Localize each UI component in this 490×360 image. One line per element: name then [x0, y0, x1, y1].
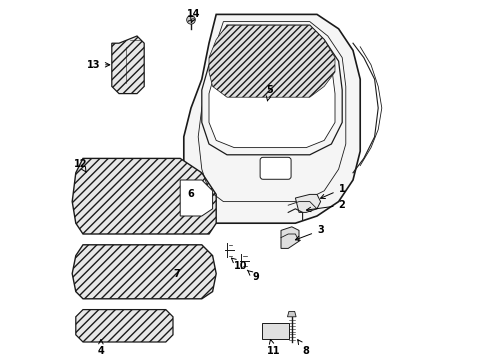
Text: 8: 8 [298, 340, 310, 356]
Polygon shape [209, 32, 335, 148]
Circle shape [187, 15, 196, 24]
Polygon shape [281, 227, 299, 248]
FancyBboxPatch shape [260, 157, 291, 179]
Polygon shape [209, 25, 335, 97]
Polygon shape [72, 158, 216, 234]
Text: 2: 2 [306, 200, 345, 212]
Text: 4: 4 [98, 339, 104, 356]
Text: 3: 3 [295, 225, 324, 240]
Polygon shape [288, 311, 296, 317]
Text: 1: 1 [320, 184, 345, 199]
Text: 11: 11 [267, 339, 280, 356]
Polygon shape [72, 245, 216, 299]
Text: 5: 5 [267, 85, 273, 101]
Text: 9: 9 [247, 270, 259, 282]
Text: 6: 6 [187, 189, 194, 199]
Polygon shape [180, 180, 213, 216]
Text: 7: 7 [173, 269, 180, 279]
Polygon shape [295, 194, 320, 212]
Polygon shape [76, 310, 173, 342]
Text: 14: 14 [187, 9, 201, 23]
Polygon shape [112, 36, 144, 94]
Text: 10: 10 [231, 258, 248, 271]
Text: 13: 13 [87, 60, 110, 70]
Text: 12: 12 [74, 159, 88, 172]
Polygon shape [202, 25, 342, 155]
FancyBboxPatch shape [262, 323, 289, 339]
Polygon shape [184, 14, 360, 223]
